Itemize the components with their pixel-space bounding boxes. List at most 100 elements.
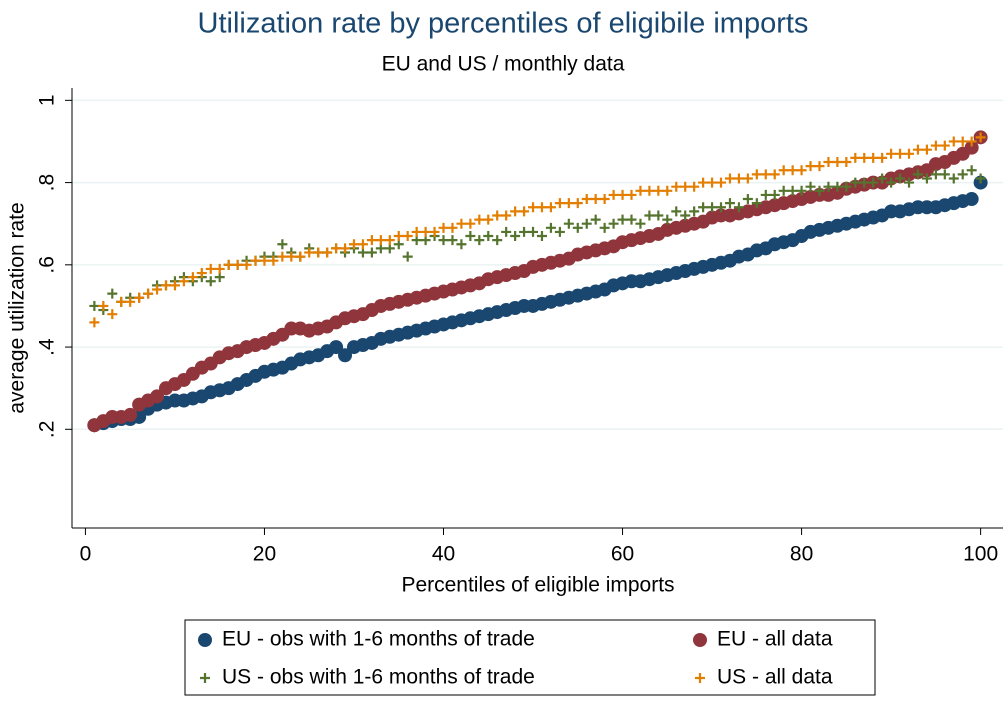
data-point: [563, 218, 574, 229]
data-point: [626, 214, 637, 225]
data-point: [617, 189, 628, 200]
data-point: [859, 152, 870, 163]
data-point: [465, 218, 476, 229]
data-point: [519, 206, 530, 217]
data-point: [411, 226, 422, 237]
data-point: [895, 173, 906, 184]
data-point: [205, 263, 216, 274]
data-point: [331, 243, 342, 254]
data-point: [465, 231, 476, 242]
data-point: [689, 181, 700, 192]
data-point: [501, 210, 512, 221]
data-point: [554, 226, 565, 237]
data-point: [393, 231, 404, 242]
data-point: [590, 214, 601, 225]
data-point: [519, 226, 530, 237]
legend-label: US - obs with 1-6 months of trade: [222, 666, 535, 689]
data-point: [572, 222, 583, 233]
data-point: [742, 194, 753, 205]
data-point: [187, 272, 198, 283]
data-point: [599, 222, 610, 233]
data-point: [510, 206, 521, 217]
data-point: [698, 202, 709, 213]
data-point: [277, 251, 288, 262]
x-tick-label: 100: [963, 543, 998, 566]
data-point: [796, 185, 807, 196]
data-point: [805, 161, 816, 172]
data-point: [608, 189, 619, 200]
data-point: [733, 173, 744, 184]
data-point: [116, 296, 127, 307]
data-point: [98, 300, 109, 311]
data-point: [545, 202, 556, 213]
legend-box: [184, 619, 876, 696]
data-point: [617, 214, 628, 225]
data-point: [375, 235, 386, 246]
data-point: [608, 218, 619, 229]
data-point: [689, 206, 700, 217]
data-point: [259, 255, 270, 266]
data-point: [134, 292, 145, 303]
data-point: [635, 185, 646, 196]
data-point: [313, 247, 324, 258]
data-point: [805, 181, 816, 192]
data-point: [456, 218, 467, 229]
y-axis-title: average utilization rate: [6, 202, 29, 413]
data-point: [402, 251, 413, 262]
data-point: [859, 177, 870, 188]
data-point: [814, 161, 825, 172]
data-point: [483, 231, 494, 242]
data-point: [760, 169, 771, 180]
data-point: [89, 300, 100, 311]
data-point: [850, 152, 861, 163]
data-point: [563, 198, 574, 209]
data-point: [528, 226, 539, 237]
data-point: [716, 202, 727, 213]
data-point: [796, 165, 807, 176]
data-point: [832, 181, 843, 192]
data-point: [178, 276, 189, 287]
data-point: [536, 231, 547, 242]
data-point: [492, 210, 503, 221]
data-point: [536, 202, 547, 213]
chart-title: Utilization rate by percentiles of eligi…: [198, 8, 809, 40]
data-point: [707, 177, 718, 188]
data-point: [957, 136, 968, 147]
data-point: [841, 181, 852, 192]
data-point: [886, 177, 897, 188]
data-point: [474, 235, 485, 246]
data-point: [366, 247, 377, 258]
data-point: [125, 296, 136, 307]
data-point: [841, 157, 852, 168]
data-point: [930, 169, 941, 180]
data-point: [143, 288, 154, 299]
x-tick-label: 80: [790, 543, 813, 566]
data-point: [160, 280, 171, 291]
x-tick-label: 60: [611, 543, 634, 566]
data-point: [268, 255, 279, 266]
data-point: [501, 226, 512, 237]
data-point: [823, 181, 834, 192]
data-point: [921, 144, 932, 155]
data-point: [107, 309, 118, 320]
data-point: [975, 132, 986, 143]
data-point: [832, 157, 843, 168]
data-point: [483, 214, 494, 225]
data-point: [214, 263, 225, 274]
data-point: [322, 247, 333, 258]
data-point: [635, 218, 646, 229]
data-point: [680, 210, 691, 221]
data-point: [653, 210, 664, 221]
data-point: [877, 173, 888, 184]
data-point: [895, 148, 906, 159]
data-point: [581, 218, 592, 229]
data-point: [957, 169, 968, 180]
data-point: [787, 165, 798, 176]
data-point: [590, 194, 601, 205]
data-point: [456, 239, 467, 250]
data-point: [232, 259, 243, 270]
data-point: [707, 202, 718, 213]
data-point: [286, 251, 297, 262]
data-point: [662, 185, 673, 196]
